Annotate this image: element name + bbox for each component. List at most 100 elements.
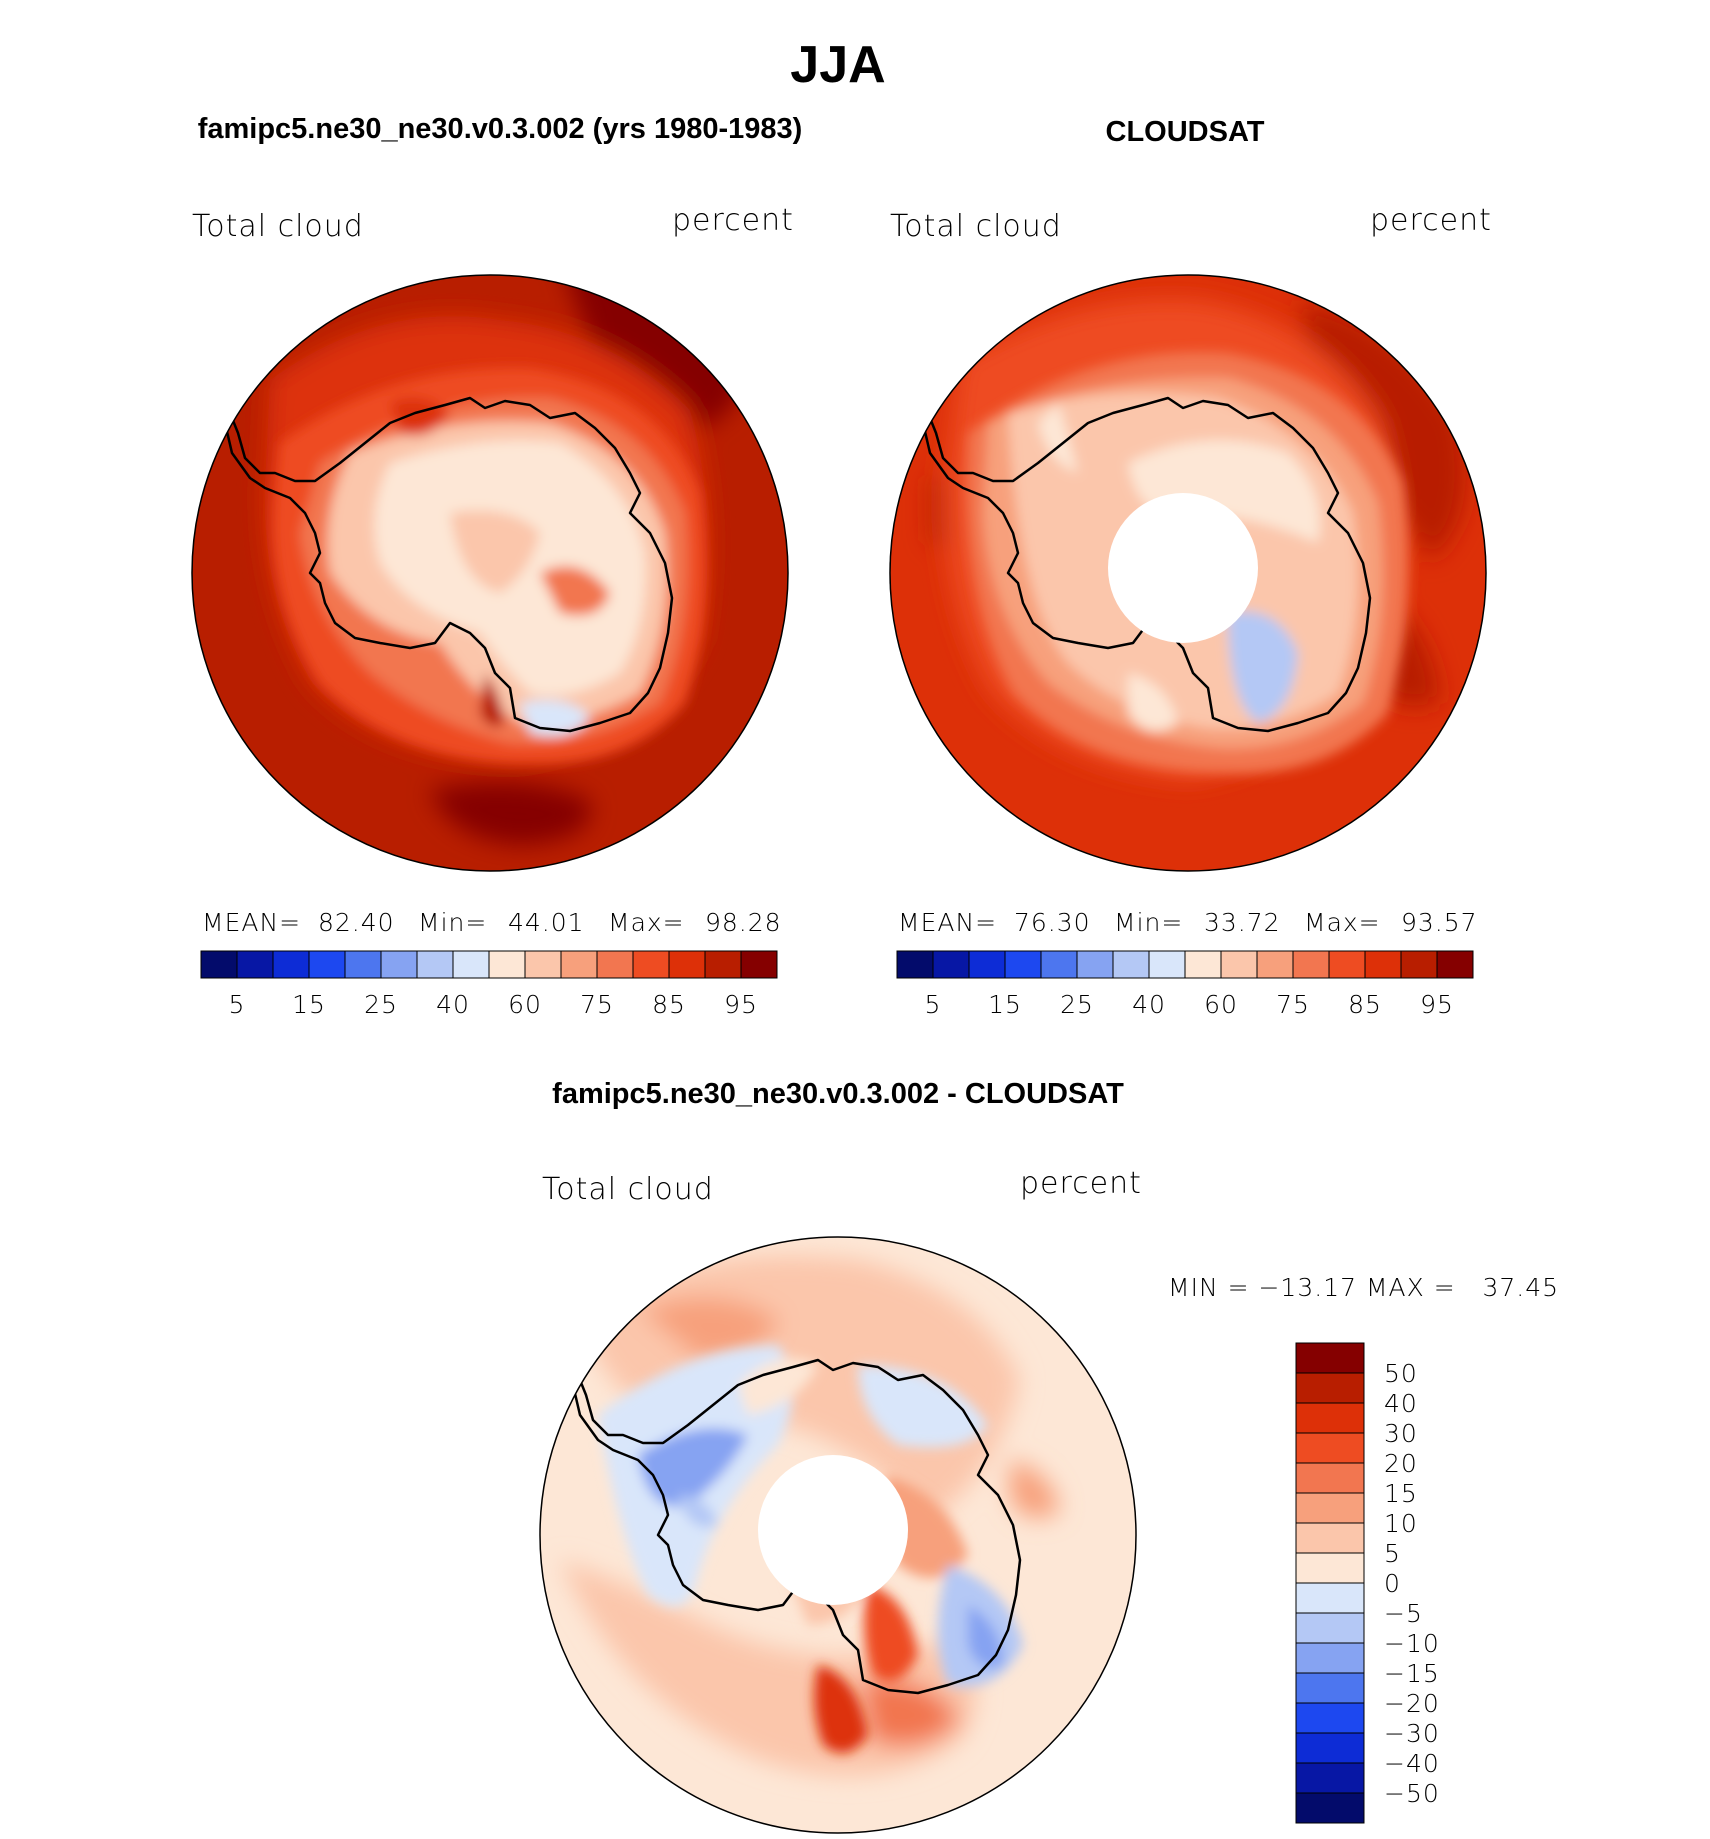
colorbar-tick-label: 60 [508, 990, 542, 1019]
colorbar-tick-label: −15 [1384, 1659, 1440, 1688]
colorbar-swatch [1112, 950, 1150, 979]
panel-obs-colorbar: 5 15 25 40 60 75 85 95 [896, 950, 1474, 1019]
colorbar-swatch [1184, 950, 1222, 979]
colorbar-swatch [704, 950, 742, 979]
panel-obs-variable-label: Total cloud [890, 209, 1062, 244]
colorbar-swatch [1295, 1492, 1365, 1524]
colorbar-tick-label: 15 [988, 990, 1022, 1019]
colorbar-tick-label: 5 [229, 990, 246, 1019]
colorbar-tick-label: −50 [1384, 1779, 1440, 1808]
colorbar-swatch [236, 950, 274, 979]
colorbar-tick-label: 75 [1276, 990, 1310, 1019]
panel-obs-max-value: 93.57 [1401, 908, 1478, 937]
colorbar-swatch [1292, 950, 1330, 979]
colorbar-swatch [932, 950, 970, 979]
colorbar-tick-label: 15 [292, 990, 326, 1019]
colorbar-tick-label: 40 [1132, 990, 1166, 1019]
panel-model-stats: MEAN= 82.40 Min= 44.01 Max= 98.28 [202, 908, 782, 937]
colorbar-swatch [1364, 950, 1402, 979]
colorbar-swatch [308, 950, 346, 979]
colorbar-swatch [1256, 950, 1294, 979]
colorbar-swatch [596, 950, 634, 979]
colorbar-tick-label: 40 [436, 990, 470, 1019]
diff-title: famipc5.ne30_ne30.v0.3.002 - CLOUDSAT [552, 1078, 1124, 1110]
colorbar-swatch [1076, 950, 1114, 979]
colorbar-swatch [1295, 1402, 1365, 1434]
colorbar-tick-label: −5 [1384, 1599, 1423, 1628]
colorbar-tick-label: −40 [1384, 1749, 1440, 1778]
colorbar-swatch [896, 950, 934, 979]
panel-observations: Total cloud percent [889, 203, 1492, 1019]
colorbar-tick-label: 5 [925, 990, 942, 1019]
colorbar-tick-label: 95 [1420, 990, 1454, 1019]
colorbar-swatch [1295, 1702, 1365, 1734]
colorbar-tick-label: 75 [580, 990, 614, 1019]
colorbar-tick-label: 0 [1384, 1569, 1401, 1598]
colorbar-swatch [272, 950, 310, 979]
colorbar-swatch [524, 950, 562, 979]
panel-difference: Total cloud percent [539, 1166, 1559, 1834]
panel-model-variable-label: Total cloud [192, 209, 364, 244]
colorbar-tick-label: 10 [1384, 1509, 1418, 1538]
panel-model-min-label: Min= [418, 908, 487, 937]
panel-model-units-label: percent [672, 203, 794, 238]
colorbar-tick-label: 95 [724, 990, 758, 1019]
colorbar-tick-label: −30 [1384, 1719, 1440, 1748]
panel-diff-minmax: MIN = −13.17 MAX = 37.45 [1168, 1273, 1559, 1302]
colorbar-tick-label: −20 [1384, 1689, 1440, 1718]
panel-model: Total cloud percent [191, 203, 794, 1019]
colorbar-tick-label: 85 [1348, 990, 1382, 1019]
colorbar-swatch [968, 950, 1006, 979]
colorbar-swatch [1295, 1522, 1365, 1554]
panel-obs-min-value: 33.72 [1204, 908, 1281, 937]
colorbar-swatch [1295, 1642, 1365, 1674]
colorbar-swatch [1400, 950, 1438, 979]
panel-obs-units-label: percent [1370, 203, 1492, 238]
colorbar-tick-label: 20 [1384, 1449, 1418, 1478]
colorbar-swatch [1040, 950, 1078, 979]
colorbar-swatch [1295, 1462, 1365, 1494]
panel-obs-map [890, 275, 1486, 871]
colorbar-swatch [344, 950, 382, 979]
colorbar-swatch [1295, 1552, 1365, 1584]
colorbar-swatch [1295, 1432, 1365, 1464]
colorbar-swatch [1295, 1342, 1365, 1374]
obs-title: CLOUDSAT [1106, 116, 1265, 148]
colorbar-tick-label: 85 [652, 990, 686, 1019]
colorbar-swatch [632, 950, 670, 979]
panel-model-mean-label: MEAN= [202, 908, 301, 937]
colorbar-swatch [1220, 950, 1258, 979]
colorbar-tick-label: 5 [1384, 1539, 1401, 1568]
colorbar-tick-label: 30 [1384, 1419, 1418, 1448]
season-title: JJA [790, 36, 885, 94]
colorbar-swatch [740, 950, 778, 979]
panel-diff-map [540, 1237, 1136, 1833]
colorbar-tick-label: −10 [1384, 1629, 1440, 1658]
colorbar-swatch [1295, 1612, 1365, 1644]
panel-diff-variable-label: Total cloud [542, 1172, 714, 1207]
panel-obs-max-label: Max= [1304, 908, 1381, 937]
colorbar-swatch [1295, 1372, 1365, 1404]
colorbar-tick-label: 50 [1384, 1359, 1418, 1388]
panel-model-mean-value: 82.40 [318, 908, 395, 937]
colorbar-swatch [452, 950, 490, 979]
colorbar-swatch [488, 950, 526, 979]
panel-model-map [192, 275, 788, 871]
colorbar-tick-label: 15 [1384, 1479, 1418, 1508]
panel-diff-units-label: percent [1020, 1166, 1142, 1201]
colorbar-swatch [1328, 950, 1366, 979]
colorbar-swatch [416, 950, 454, 979]
panel-model-colorbar: 5 15 25 40 60 75 85 95 [200, 950, 778, 1019]
colorbar-swatch [380, 950, 418, 979]
colorbar-swatch [1295, 1582, 1365, 1614]
panel-obs-mean-value: 76.30 [1014, 908, 1091, 937]
panel-model-max-label: Max= [608, 908, 685, 937]
colorbar-swatch [1295, 1762, 1365, 1794]
colorbar-swatch [1295, 1792, 1365, 1824]
colorbar-swatch [668, 950, 706, 979]
panel-model-max-value: 98.28 [705, 908, 782, 937]
colorbar-swatch [1436, 950, 1474, 979]
panel-model-min-value: 44.01 [508, 908, 585, 937]
